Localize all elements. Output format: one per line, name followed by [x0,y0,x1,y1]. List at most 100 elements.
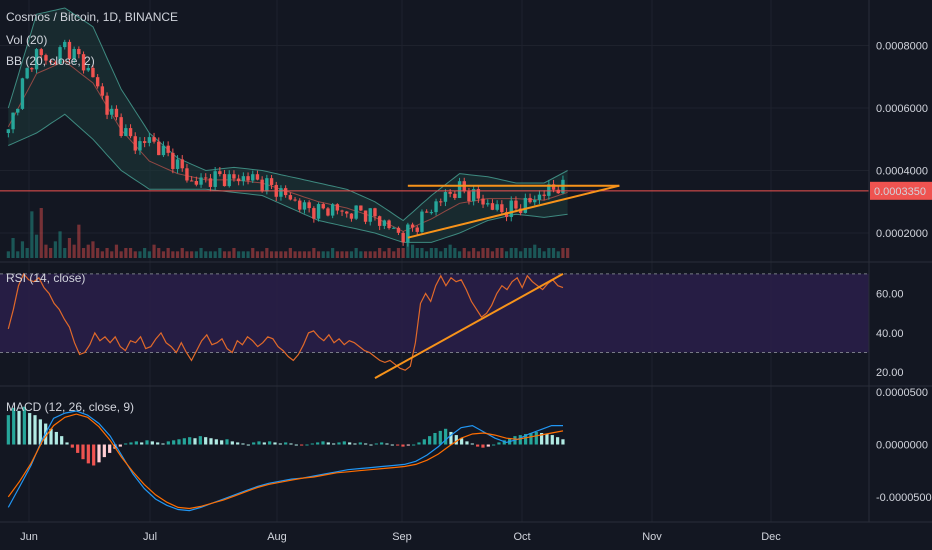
candle-body[interactable] [166,145,170,153]
candle-body[interactable] [387,220,391,229]
candle-body[interactable] [302,202,307,210]
candle-body[interactable] [95,77,100,87]
volume-legend[interactable]: Vol (20) [6,33,47,47]
candle-body[interactable] [100,86,105,96]
candle-body[interactable] [138,141,142,151]
candle-body[interactable] [345,211,349,214]
candle-body[interactable] [91,67,95,78]
candle-body[interactable] [105,95,109,115]
rsi-trendline[interactable] [374,272,564,379]
candle-body[interactable] [382,220,387,226]
candle-body[interactable] [25,68,29,79]
candle-body[interactable] [349,213,354,219]
candle-body[interactable] [551,184,556,190]
candle-body[interactable] [288,195,293,200]
candle-body[interactable] [335,204,340,211]
candle-body[interactable] [11,112,15,130]
candle-body[interactable] [453,193,457,198]
candle-body[interactable] [359,205,363,211]
macd-signal-line[interactable] [7,413,564,510]
candle-body[interactable] [429,212,434,214]
candle-body[interactable] [457,181,462,198]
candle-body[interactable] [340,210,344,212]
candle-body[interactable] [171,152,175,169]
candle-body[interactable] [227,174,231,187]
candle-body[interactable] [481,198,485,205]
candle-body[interactable] [504,212,509,218]
candle-body[interactable] [500,204,504,213]
bollinger-legend[interactable]: BB (20, close, 2) [6,54,95,68]
macd-line[interactable] [7,410,563,512]
candle-body[interactable] [556,189,560,194]
candle-body[interactable] [246,176,250,181]
candle-body[interactable] [20,78,25,109]
candle-body[interactable] [509,200,513,218]
candle-body[interactable] [77,48,81,55]
candle-body[interactable] [67,41,72,60]
symbol-legend[interactable]: Cosmos / Bitcoin, 1D, BINANCE [6,10,178,24]
candle-body[interactable] [401,232,405,243]
candle-body[interactable] [124,128,128,136]
candle-body[interactable] [523,197,528,213]
candle-body[interactable] [392,227,396,229]
candle-body[interactable] [486,203,490,205]
macd-legend[interactable]: MACD (12, 26, close, 9) [6,400,134,414]
candle-body[interactable] [471,189,476,202]
candle-body[interactable] [434,201,438,213]
candle-body[interactable] [363,210,368,222]
candle-body[interactable] [185,168,189,181]
candle-body[interactable] [326,208,330,216]
candle-body[interactable] [279,188,283,197]
candle-body[interactable] [443,192,448,202]
candle-body[interactable] [194,181,199,185]
candle-body[interactable] [410,224,415,228]
candle-body[interactable] [53,62,58,64]
candle-body[interactable] [312,208,316,219]
candle-body[interactable] [321,204,325,209]
candle-body[interactable] [514,200,518,209]
candle-body[interactable] [354,205,358,219]
candle-body[interactable] [119,117,123,136]
candle-body[interactable] [180,159,184,169]
candle-body[interactable] [6,129,11,133]
support-trendline[interactable] [407,184,620,239]
candle-body[interactable] [424,211,429,213]
candle-body[interactable] [307,202,311,209]
candle-body[interactable] [44,55,48,61]
time-axis[interactable]: Jun Jul Aug Sep Oct Nov Dec [20,531,781,543]
candle-body[interactable] [152,137,156,142]
candle-body[interactable] [16,108,20,113]
candle-body[interactable] [81,54,86,71]
macd-pane[interactable] [6,406,565,512]
rsi-pane[interactable] [0,272,869,379]
candle-body[interactable] [251,174,255,181]
candle-body[interactable] [157,141,161,156]
candle-body[interactable] [283,188,288,196]
candle-body[interactable] [368,208,372,222]
candle-body[interactable] [208,178,213,187]
candle-body[interactable] [232,174,236,179]
candle-body[interactable] [396,227,401,233]
candle-body[interactable] [241,176,246,182]
candle-body[interactable] [34,49,39,70]
candle-body[interactable] [293,199,297,201]
candle-body[interactable] [58,47,62,64]
candle-body[interactable] [439,201,443,203]
candle-body[interactable] [406,224,410,243]
candle-body[interactable] [72,48,76,60]
candle-body[interactable] [316,204,321,219]
candle-body[interactable] [255,174,260,180]
candle-body[interactable] [175,159,180,169]
candle-body[interactable] [420,211,424,232]
candle-body[interactable] [467,191,471,202]
candle-body[interactable] [415,227,419,232]
candle-body[interactable] [114,108,119,118]
candle-body[interactable] [110,108,114,115]
candle-body[interactable] [542,194,546,196]
candle-body[interactable] [330,204,335,216]
candle-body[interactable] [537,194,542,200]
candle-body[interactable] [533,199,537,203]
candle-body[interactable] [547,184,551,196]
